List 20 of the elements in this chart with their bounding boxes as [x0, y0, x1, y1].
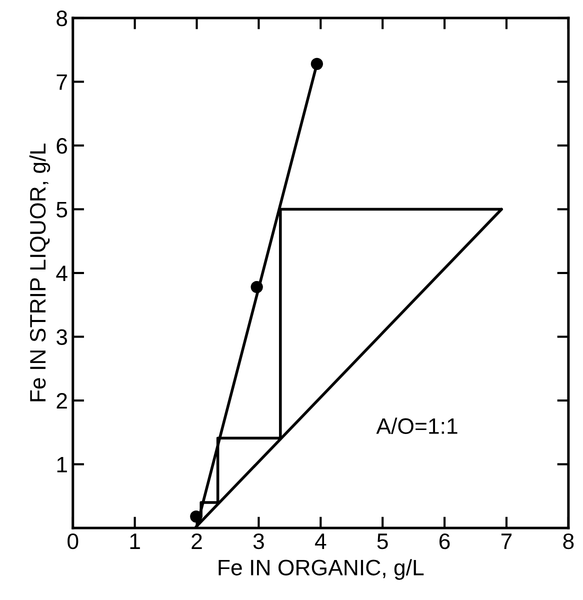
y-tick-label: 8 — [56, 10, 68, 26]
x-tick-label: 0 — [68, 533, 78, 550]
y-axis-title: Fe IN STRIP LIQUOR, g/L — [29, 144, 50, 402]
y-tick-label: 1 — [57, 457, 67, 472]
x-tick-label: 3 — [253, 533, 264, 550]
x-tick-label: 4 — [314, 534, 326, 549]
x-tick-label: 5 — [377, 534, 388, 550]
y-tick-label: 2 — [56, 393, 67, 409]
y-tick-label: 3 — [56, 329, 68, 346]
x-tick-label: 8 — [563, 533, 574, 550]
x-tick-label: 2 — [192, 533, 202, 549]
y-tick-label: 7 — [56, 74, 67, 90]
y-tick-label: 4 — [56, 266, 68, 282]
x-axis-title: Fe IN ORGANIC, g/L — [218, 559, 424, 580]
x-tick-label: 1 — [130, 534, 140, 549]
annotation: A/O=1:1 — [376, 418, 458, 434]
x-tick-label: 6 — [439, 533, 450, 550]
y-tick-label: 5 — [56, 202, 68, 218]
y-tick-label: 6 — [56, 138, 68, 154]
x-tick-label: 7 — [501, 534, 512, 549]
